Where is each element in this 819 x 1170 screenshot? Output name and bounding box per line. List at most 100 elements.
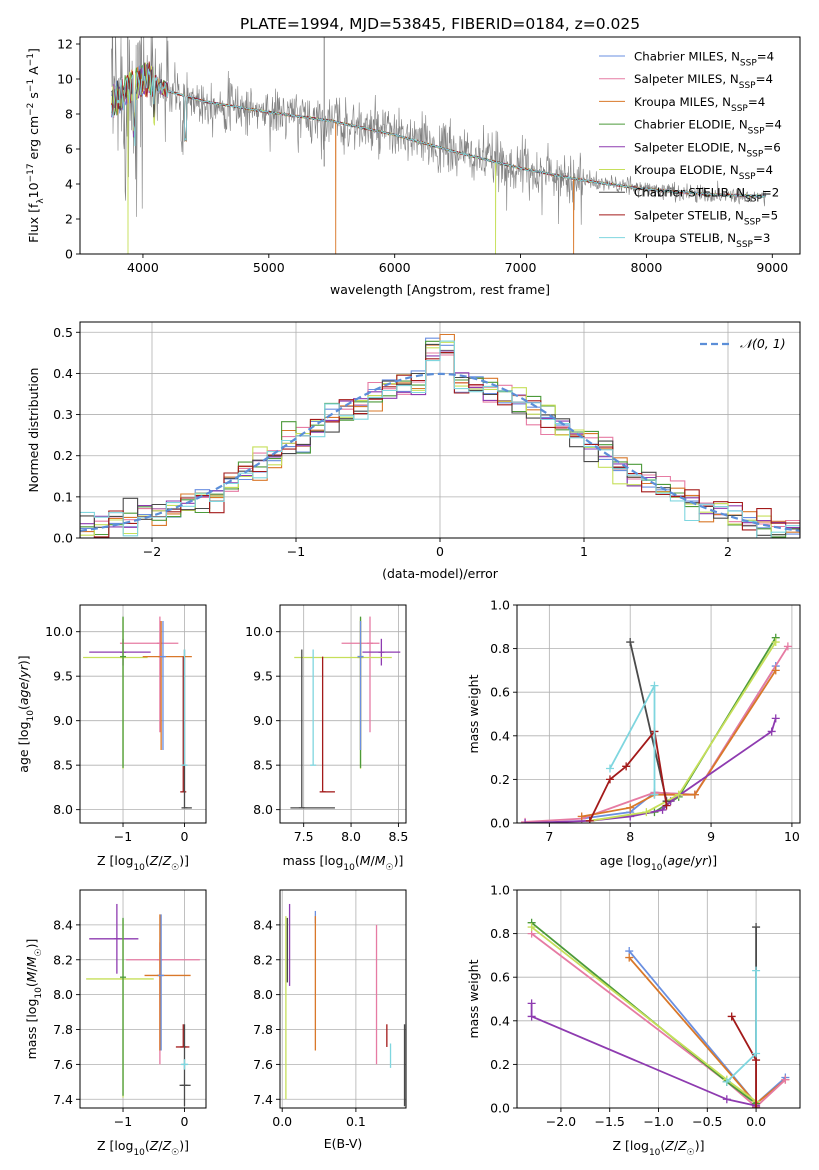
- weight-series-marker: [771, 638, 780, 647]
- x-tick-label: 10: [784, 829, 800, 844]
- axes-frame: [279, 604, 407, 824]
- label-part: 10: [26, 710, 36, 722]
- weight-series-marker: [727, 1012, 736, 1021]
- plot-area: [83, 616, 192, 809]
- weight-series-marker: [674, 790, 683, 799]
- y-tick-label: 1.0: [490, 883, 510, 898]
- label-part: )]: [24, 939, 39, 949]
- weight-series-marker: [625, 953, 634, 962]
- label-part: SSP: [746, 149, 763, 159]
- label-part: ☉: [171, 1148, 179, 1158]
- weight-series-marker: [690, 790, 699, 799]
- y-tick-label: 8.0: [253, 802, 273, 817]
- label-part: A: [26, 66, 41, 79]
- x-tick-label: 9: [707, 829, 715, 844]
- legend-entry: 𝒩(0, 1): [740, 336, 786, 351]
- y-tick-label: 0.4: [490, 728, 510, 743]
- plot-area: [290, 616, 401, 809]
- y-tick-label: 0.3: [53, 407, 73, 422]
- weight-series-marker: [521, 819, 530, 823]
- y-tick-label: 0.5: [53, 325, 73, 340]
- label-part: (: [660, 1138, 665, 1153]
- label-part: =4: [765, 118, 782, 132]
- weight-series-marker: [626, 803, 635, 812]
- label-part: =4: [757, 50, 774, 64]
- label-part: SSP: [731, 104, 748, 114]
- label-part: SSP: [740, 59, 757, 69]
- plot-area: [285, 903, 406, 1107]
- y-tick-label: 8.5: [53, 758, 73, 773]
- x-tick-label: 8000: [631, 260, 663, 275]
- x-tick-label: −1.5: [595, 1114, 625, 1129]
- x-tick-label: 9000: [756, 260, 788, 275]
- label-part: Kroupa STELIB, N: [634, 231, 736, 245]
- legend-entry: Chabrier STELIB, NSSP=2: [634, 186, 779, 205]
- label-part: Z: [162, 1138, 172, 1153]
- label-part: yr: [694, 853, 708, 868]
- label-part: 10: [26, 182, 41, 198]
- x-axis-label: Z [log10(Z/Z☉)]: [612, 1138, 704, 1158]
- label-part: 10: [343, 863, 355, 873]
- weight-series-marker: [771, 666, 780, 675]
- legend-entry: Chabrier ELODIE, NSSP=4: [634, 118, 782, 137]
- panel-weight-vs-Z: −2.0 −1.5 −1.0 −0.5 0.0 0.0 0.2 0.4 0.6 0.8 1.0 Z […: [466, 883, 801, 1158]
- panel-spectrum: 4000 5000 6000 7000 8000 9000 0 2 4 6 8 10 12 wavelen…: [26, 36, 801, 297]
- label-part: SSP: [736, 240, 753, 250]
- y-tick-label: 7.6: [253, 1057, 273, 1072]
- y-axis-label: Normed distribution: [26, 368, 41, 493]
- y-tick-label: 0.6: [490, 970, 510, 985]
- y-tick-label: 10.0: [45, 624, 73, 639]
- weight-series-line: [726, 970, 757, 1083]
- legend-entry: Salpeter ELODIE, NSSP=6: [634, 140, 781, 159]
- label-part: SSP: [745, 195, 762, 205]
- label-part: =2: [762, 186, 779, 200]
- label-part: Chabrier ELODIE, N: [634, 118, 748, 132]
- x-axis-label: mass [log10(M/M☉)]: [283, 853, 404, 873]
- label-part: Z [log: [612, 1138, 648, 1153]
- normal-curve-line: [80, 372, 800, 532]
- weight-series-line: [530, 1003, 757, 1107]
- label-part: ☉: [687, 1148, 695, 1158]
- label-part: M: [375, 853, 386, 868]
- y-tick-label: 0.4: [53, 366, 73, 381]
- y-tick-label: 7.6: [53, 1057, 73, 1072]
- x-tick-label: 7: [545, 829, 553, 844]
- spectrum-model-line: [111, 64, 766, 198]
- weight-series-marker: [752, 923, 761, 932]
- panel-age-vs-Z: −1 08.08.59.09.510.0Z [log10(Z/Z☉)]age [l…: [16, 604, 207, 873]
- weight-series-line: [589, 641, 777, 822]
- label-part: ☉: [171, 863, 179, 873]
- x-tick-label: 0: [181, 829, 189, 844]
- label-part: M: [24, 971, 39, 982]
- y-tick-label: 10: [57, 72, 73, 87]
- y-tick-label: 7.4: [53, 1092, 73, 1107]
- weight-series-marker: [650, 790, 659, 799]
- y-tick-label: 6: [65, 142, 73, 157]
- label-part: 10: [649, 1148, 661, 1158]
- y-tick-label: 8.4: [53, 917, 73, 932]
- y-tick-label: 8.5: [253, 758, 273, 773]
- weight-series-marker: [605, 764, 614, 773]
- plot-area: [521, 633, 792, 823]
- label-part: M: [24, 956, 39, 967]
- label-part: −1: [26, 53, 36, 66]
- y-tick-label: 0.2: [490, 772, 510, 787]
- y-tick-label: 0.1: [53, 489, 73, 504]
- legend-entry: Kroupa MILES, NSSP=4: [634, 95, 765, 114]
- y-tick-label: 0.0: [53, 531, 73, 546]
- axes-frame: [79, 604, 207, 824]
- label-part: /: [24, 966, 39, 971]
- x-tick-label: 0.0: [272, 1114, 292, 1129]
- plot-area: [527, 918, 790, 1108]
- y-axis-label: age [log10(age/yr)]: [16, 655, 36, 772]
- label-part: 10: [651, 863, 663, 873]
- axes-frame: [516, 604, 801, 824]
- label-part: age [log: [600, 853, 651, 868]
- label-part: M: [360, 853, 371, 868]
- x-tick-label: 8.5: [388, 829, 408, 844]
- x-axis-label: age [log10(age/yr)]: [600, 853, 717, 873]
- panels: 4000 5000 6000 7000 8000 9000024681012wavelen…: [16, 36, 801, 1158]
- label-part: Z [log: [97, 853, 133, 868]
- label-part: Z: [149, 853, 159, 868]
- label-part: λ: [36, 198, 46, 204]
